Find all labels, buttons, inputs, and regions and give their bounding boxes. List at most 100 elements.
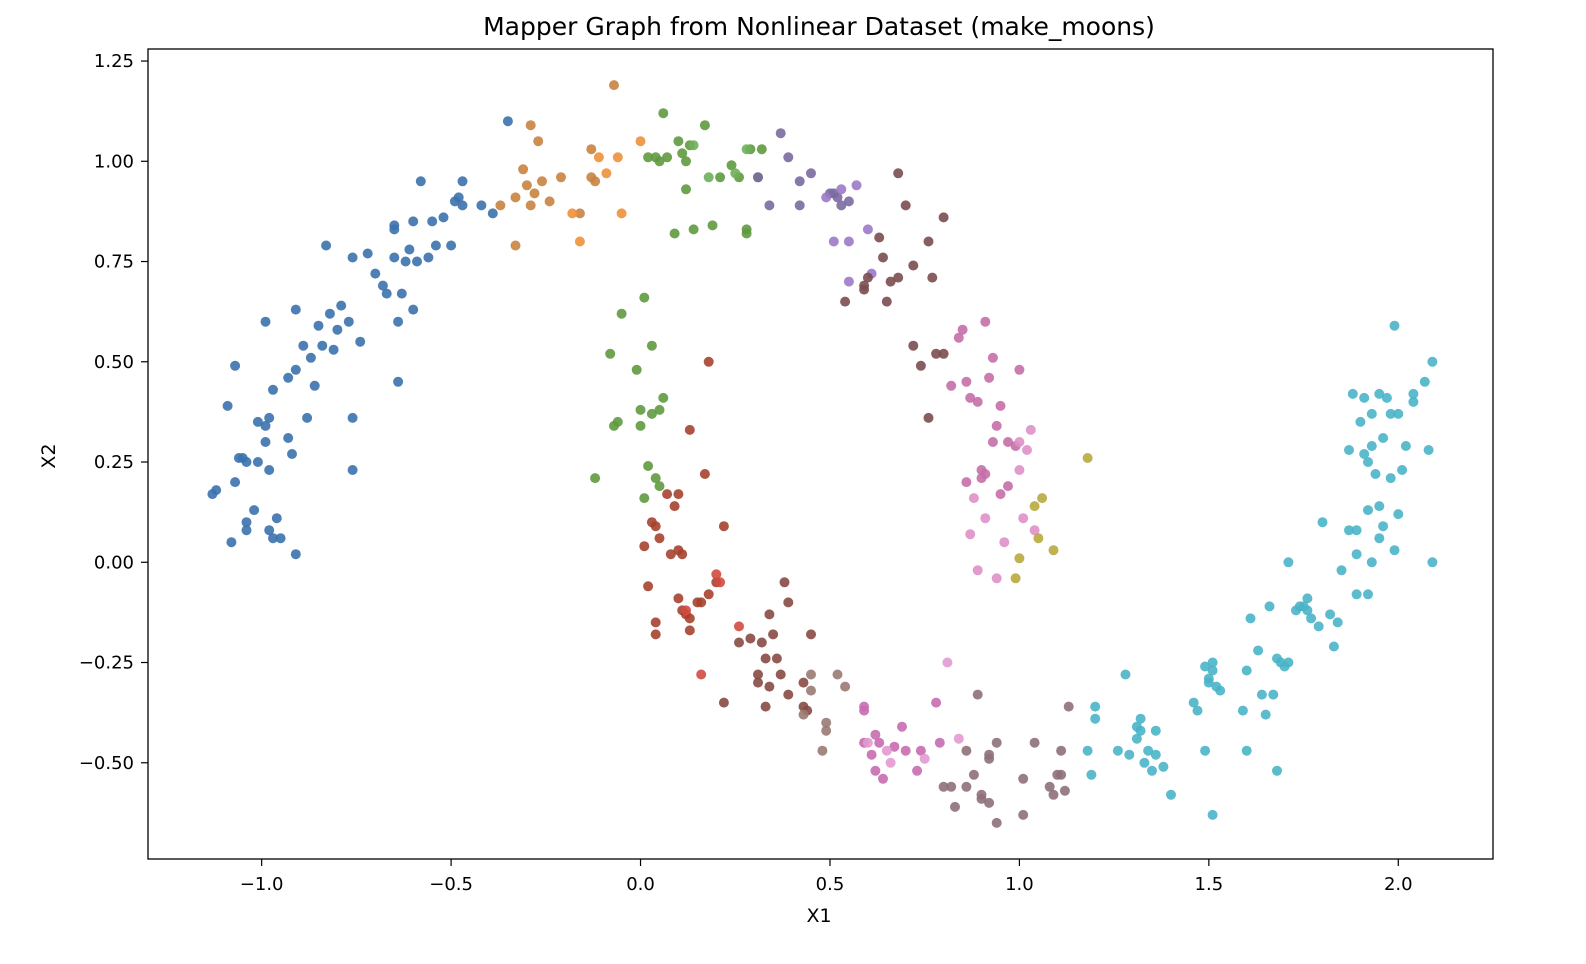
data-point: [688, 224, 699, 235]
data-point: [362, 248, 373, 259]
x-axis-ticks: −1.0 −0.5 0.0 0.5 1.0 1.5 2.0: [240, 859, 1413, 895]
data-point: [1381, 392, 1392, 403]
data-point: [1366, 441, 1377, 451]
data-point: [567, 208, 578, 219]
data-point: [991, 573, 1002, 584]
data-point: [1408, 396, 1419, 407]
data-point: [972, 565, 983, 576]
data-point: [1003, 481, 1013, 492]
data-point: [241, 525, 252, 536]
data-point: [980, 316, 991, 327]
data-point: [347, 465, 358, 475]
data-point: [305, 352, 316, 363]
data-point: [915, 360, 926, 371]
data-point: [1302, 593, 1313, 604]
data-point: [1378, 433, 1389, 443]
data-point: [643, 152, 654, 163]
data-point: [252, 457, 263, 467]
data-point: [1427, 557, 1438, 568]
data-point: [1082, 745, 1093, 756]
data-point: [866, 749, 877, 760]
data-point: [1260, 709, 1271, 720]
data-point: [574, 208, 585, 219]
data-point: [393, 376, 404, 387]
data-point: [771, 653, 782, 664]
data-point: [654, 481, 665, 492]
data-point: [590, 473, 601, 484]
data-point: [832, 192, 843, 203]
x-tick-label: 1.0: [1005, 874, 1034, 895]
data-point: [900, 745, 911, 756]
data-point: [476, 200, 487, 211]
data-point: [1374, 533, 1385, 544]
data-point: [1059, 785, 1070, 796]
x-tick-label: 1.5: [1195, 874, 1224, 895]
data-point: [703, 172, 714, 183]
data-point: [1048, 545, 1059, 556]
data-point: [878, 773, 888, 784]
data-point: [230, 477, 241, 488]
data-point: [1336, 565, 1347, 576]
data-point: [404, 244, 415, 255]
data-point: [1363, 457, 1373, 467]
data-point: [408, 216, 419, 227]
data-point: [673, 593, 684, 604]
data-point: [264, 525, 275, 536]
data-point: [783, 152, 794, 163]
data-point: [703, 589, 714, 600]
data-point: [1393, 509, 1404, 520]
data-point: [957, 324, 968, 335]
y-tick-label: 0.75: [94, 252, 134, 273]
data-point: [760, 701, 771, 712]
data-point: [1363, 505, 1373, 516]
data-point: [643, 581, 654, 592]
data-point: [510, 192, 521, 203]
data-point: [593, 152, 604, 163]
data-point: [423, 252, 434, 263]
data-point: [870, 765, 881, 776]
data-point: [1033, 533, 1044, 544]
data-point: [953, 733, 964, 744]
data-point: [950, 801, 960, 812]
data-point: [1241, 745, 1252, 756]
data-point: [1366, 557, 1377, 568]
data-point: [893, 168, 904, 179]
data-point: [1203, 677, 1214, 688]
data-point: [1328, 641, 1339, 652]
data-point: [609, 80, 619, 91]
data-point: [1029, 501, 1040, 512]
data-point: [495, 200, 506, 211]
data-point: [919, 753, 930, 764]
data-point: [870, 729, 881, 740]
data-point: [298, 340, 309, 351]
data-point: [756, 144, 767, 155]
data-point: [923, 236, 934, 247]
data-point: [662, 152, 673, 163]
data-point: [851, 180, 862, 191]
data-point: [984, 372, 995, 383]
data-point: [961, 376, 972, 387]
data-point: [1166, 789, 1176, 800]
data-point: [862, 224, 873, 235]
data-point: [991, 420, 1002, 431]
data-point: [650, 521, 661, 532]
data-point: [1010, 573, 1021, 584]
data-point: [1366, 408, 1377, 419]
data-point: [635, 136, 646, 147]
data-point: [840, 681, 851, 692]
data-point: [446, 240, 457, 251]
data-point: [556, 172, 566, 183]
data-point: [639, 292, 650, 303]
data-point: [984, 749, 995, 760]
data-point: [275, 533, 286, 544]
data-point: [283, 372, 294, 383]
data-point: [317, 340, 328, 351]
data-point: [211, 485, 222, 496]
data-point: [438, 212, 449, 223]
data-point: [1003, 437, 1013, 447]
data-point: [457, 200, 468, 211]
data-point: [1207, 665, 1218, 676]
data-point: [881, 296, 892, 307]
data-point: [616, 208, 627, 219]
data-point: [931, 348, 942, 359]
